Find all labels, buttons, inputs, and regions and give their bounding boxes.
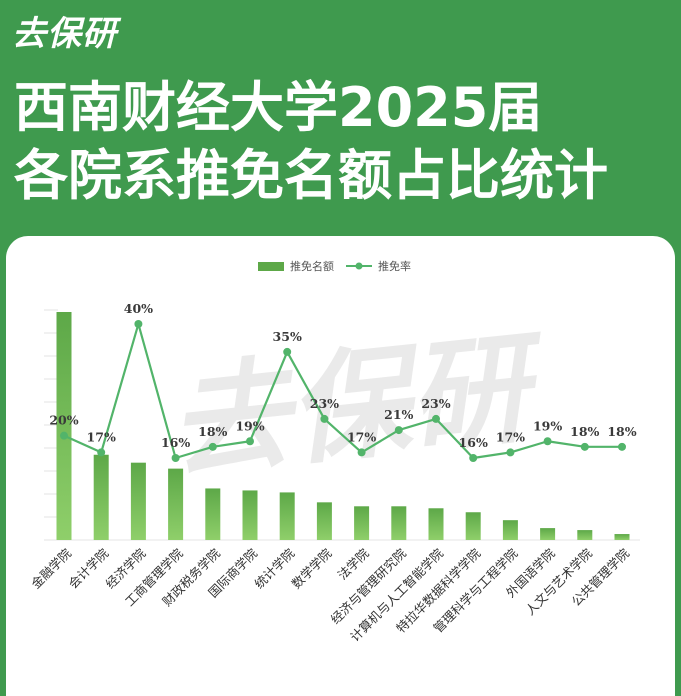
rate-label-7: 35%: [273, 329, 302, 344]
category-label-7: 统计学院: [251, 545, 297, 591]
line-series: 20% 17% 40% 16% 18% 19% 35% 23% 17% 21% 23% 16% 17% 1…: [49, 301, 637, 462]
rate-point-14: [543, 437, 552, 446]
rate-label-1: 20%: [49, 413, 78, 428]
rate-point-6: [246, 437, 254, 446]
bar-11: [428, 508, 444, 540]
rate-label-3: 40%: [124, 301, 153, 316]
bar-7: [279, 492, 295, 540]
bar-15: [577, 530, 593, 540]
bar-10: [391, 506, 407, 540]
legend-label-line: 推免率: [378, 259, 411, 273]
chart-legend: 推免名额 推免率: [258, 259, 411, 273]
rate-point-11: [432, 414, 440, 423]
rate-label-6: 19%: [235, 418, 264, 433]
rate-label-13: 17%: [496, 429, 525, 444]
rate-label-12: 16%: [459, 435, 488, 450]
rate-label-4: 16%: [161, 435, 190, 450]
bar-16: [614, 534, 630, 540]
rate-point-2: [97, 448, 106, 457]
rate-point-16: [618, 442, 626, 451]
rate-label-8: 23%: [310, 396, 339, 411]
bar-3: [130, 462, 146, 540]
category-label-1: 金融学院: [28, 545, 74, 591]
rate-point-8: [320, 414, 329, 423]
bar-5: [205, 488, 221, 540]
chart: 去保研 推免名额 推免率 20%17%40%16%18% 19%35%23%17%2…: [28, 259, 640, 645]
rate-line: [63, 322, 622, 460]
page-title-line2: 各院系推免名额占比统计: [14, 144, 608, 207]
page-title-line1: 西南财经大学2025届: [14, 76, 543, 139]
rate-point-4: [171, 454, 180, 462]
rate-label-9: 17%: [347, 429, 376, 444]
legend-swatch-bar: [258, 262, 284, 271]
rate-label-16: 18%: [607, 424, 636, 439]
rate-label-15: 18%: [570, 424, 599, 439]
bar-6: [242, 490, 258, 540]
rate-point-15: [580, 442, 589, 451]
bar-13: [502, 520, 518, 540]
legend-marker-line: [355, 262, 363, 270]
rate-point-9: [357, 448, 366, 457]
bar-9: [354, 506, 370, 540]
bar-2: [93, 454, 109, 540]
bar-4: [168, 468, 184, 540]
rate-label-2: 17%: [87, 429, 116, 444]
rate-label-11: 23%: [421, 396, 450, 411]
bar-8: [316, 502, 332, 540]
rate-label-5: 18%: [198, 424, 227, 439]
rate-point-7: [283, 347, 292, 356]
rate-point-12: [469, 454, 478, 462]
watermark: 去保研: [162, 316, 554, 496]
rate-point-5: [208, 442, 217, 451]
brand-logo: 去保研: [12, 14, 117, 54]
rate-label-10: 21%: [384, 407, 413, 422]
bar-1: [56, 312, 72, 540]
rate-point-13: [506, 448, 515, 457]
category-label-8: 数学学院: [289, 545, 335, 591]
chart-card: [6, 236, 675, 696]
bar-12: [465, 512, 481, 540]
category-label-2: 会计学院: [65, 545, 111, 591]
rate-label-14: 19%: [533, 418, 562, 433]
rate-point-10: [394, 426, 403, 435]
legend-label-bar: 推免名额: [290, 259, 334, 273]
rate-point-1: [60, 431, 68, 440]
bar-14: [540, 528, 556, 540]
rate-point-3: [134, 320, 143, 328]
bar-series: [56, 312, 630, 540]
